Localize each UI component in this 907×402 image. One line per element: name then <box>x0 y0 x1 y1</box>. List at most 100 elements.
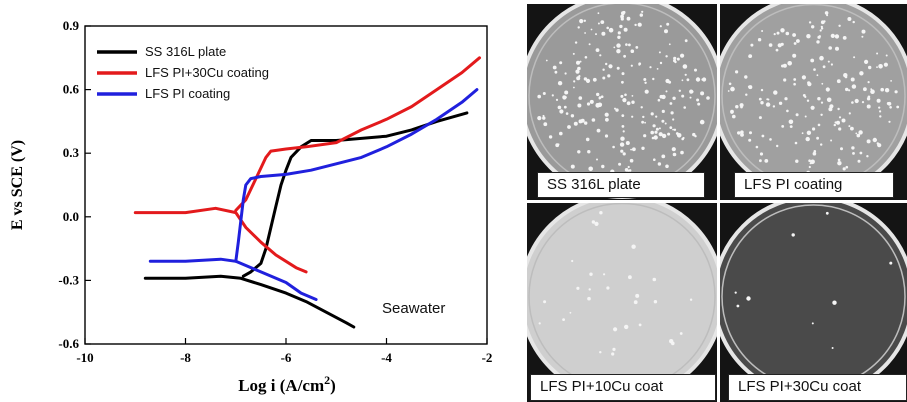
bacterial-colony <box>543 300 547 304</box>
bacterial-colony <box>861 101 865 104</box>
bacterial-colony <box>605 62 608 66</box>
bacterial-colony <box>652 124 656 128</box>
bacterial-colony <box>639 13 643 17</box>
bacterial-colony <box>589 272 593 276</box>
bacterial-colony <box>588 166 593 172</box>
bacterial-colony <box>734 291 737 294</box>
bacterial-colony <box>672 152 677 157</box>
bacterial-colony <box>671 341 675 346</box>
bacterial-colony <box>653 158 656 161</box>
bacterial-colony <box>571 259 574 263</box>
bacterial-colony <box>562 95 566 99</box>
bacterial-colony <box>671 147 676 152</box>
bacterial-colony <box>821 82 824 85</box>
bacterial-colony <box>872 137 877 143</box>
bacterial-colony <box>608 27 614 33</box>
bacterial-colony <box>562 318 565 321</box>
bacterial-colony <box>626 16 631 21</box>
bacterial-colony <box>617 31 621 35</box>
bacterial-colony <box>651 136 655 140</box>
bacterial-colony <box>597 12 600 15</box>
bacterial-colony <box>810 58 815 63</box>
bacterial-colony <box>735 70 739 74</box>
bacterial-colony <box>828 46 832 50</box>
x-axis-label-main: Log i (A/cm <box>238 376 324 395</box>
bacterial-colony <box>625 43 628 46</box>
bacterial-colony <box>572 52 575 55</box>
x-axis-label-sup: 2 <box>324 373 330 387</box>
bacterial-colony <box>657 162 662 166</box>
bacterial-colony <box>806 99 810 102</box>
petri-dish-image <box>527 203 717 400</box>
bacterial-colony <box>614 107 616 110</box>
bacterial-colony <box>850 77 855 82</box>
bacterial-colony <box>641 10 644 13</box>
bacterial-colony <box>676 133 682 138</box>
bacterial-colony <box>777 43 782 48</box>
bacterial-colony <box>649 66 652 69</box>
dish-label: LFS PI+30Cu coat <box>728 374 907 401</box>
petri-dish-rim <box>527 4 717 199</box>
bacterial-colony <box>850 126 854 131</box>
bacterial-colony <box>669 102 673 105</box>
bacterial-colony <box>552 65 557 70</box>
x-tick-label: -6 <box>281 350 292 365</box>
bacterial-colony <box>876 66 878 68</box>
bacterial-colony <box>586 102 591 106</box>
bacterial-colony <box>641 120 644 124</box>
bacterial-colony <box>811 322 814 325</box>
bacterial-colony <box>673 128 677 131</box>
bacterial-colony <box>563 105 567 109</box>
bacterial-colony <box>584 121 588 125</box>
bacterial-colony <box>877 143 882 148</box>
bacterial-colony <box>859 71 864 76</box>
bacterial-colony <box>634 23 637 27</box>
bacterial-colony <box>602 68 605 71</box>
bacterial-colony <box>786 109 789 113</box>
bacterial-colony <box>664 122 667 125</box>
bacterial-colony <box>596 128 601 133</box>
bacterial-colony <box>680 53 685 58</box>
bacterial-colony <box>653 300 658 304</box>
series-line-2-cathodic <box>148 257 318 301</box>
bacterial-colony <box>691 90 694 93</box>
bacterial-colony <box>659 61 663 65</box>
tick-layer: -10 -8 -6 -4 -2 -0.6 -0.3 0.0 0.3 0.6 0.9 <box>58 18 492 365</box>
bacterial-colony <box>781 125 785 128</box>
bacterial-colony <box>583 19 586 22</box>
bacterial-colony <box>576 76 581 81</box>
bacterial-colony <box>575 69 580 74</box>
bacterial-colony <box>700 91 705 96</box>
bacterial-colony <box>624 168 629 172</box>
bacterial-colony <box>579 19 584 24</box>
bacterial-colony <box>808 21 812 24</box>
bacterial-colony <box>664 29 668 34</box>
bacterial-colony <box>538 322 541 325</box>
bacterial-colony <box>638 323 642 327</box>
x-tick-label: -8 <box>180 350 191 365</box>
bacterial-colony <box>835 46 839 51</box>
bacterial-colony <box>564 72 567 75</box>
bacterial-colony <box>876 52 879 55</box>
bacterial-colony <box>600 95 604 98</box>
bacterial-colony <box>768 43 773 47</box>
bacterial-colony <box>551 94 554 97</box>
bacterial-colony <box>866 139 871 144</box>
bacterial-colony <box>537 94 541 99</box>
bacterial-colony <box>602 76 606 80</box>
bacterial-colony <box>858 130 863 135</box>
bacterial-colony <box>884 88 890 93</box>
bacterial-colony <box>622 98 627 103</box>
bacterial-colony <box>866 104 871 109</box>
bacterial-colony <box>856 133 861 138</box>
bacterial-colony <box>585 78 591 83</box>
bacterial-colony <box>627 165 630 169</box>
x-axis-label: Log i (A/cm2) <box>238 373 336 395</box>
bacterial-colony <box>595 48 600 52</box>
bacterial-colony <box>812 127 816 131</box>
bacterial-colony <box>769 138 772 141</box>
bacterial-colony <box>622 152 626 156</box>
bacterial-colony <box>793 82 796 86</box>
bacterial-colony <box>630 49 635 53</box>
bacterial-colony <box>896 105 900 109</box>
